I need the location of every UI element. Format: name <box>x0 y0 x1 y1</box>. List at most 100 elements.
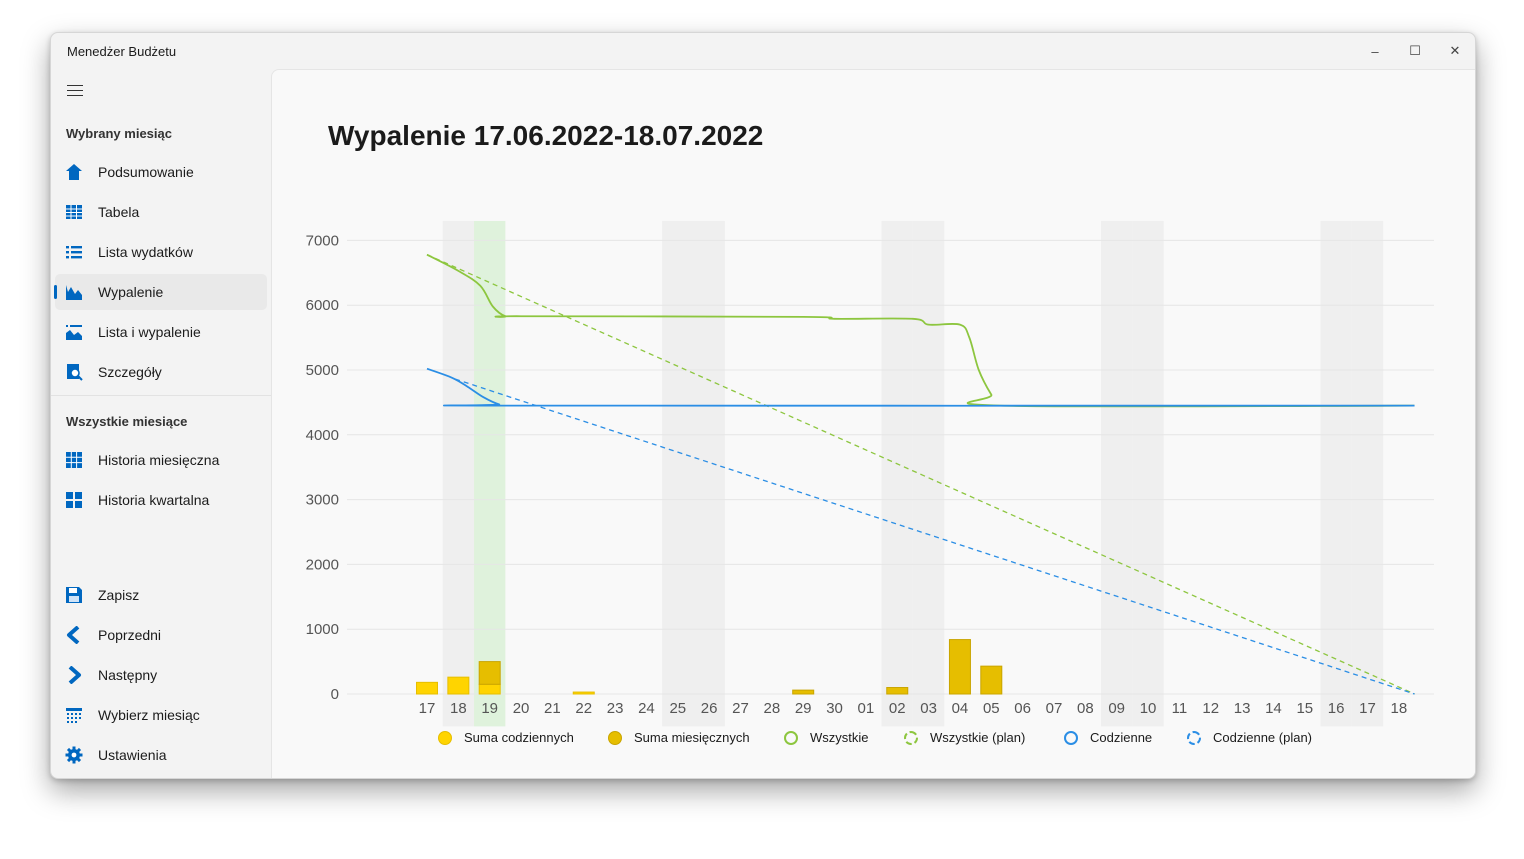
chevron-left-icon <box>65 626 83 644</box>
area-chart-icon <box>65 283 83 301</box>
nav-label: Poprzedni <box>98 627 161 643</box>
choose-month-button[interactable]: Wybierz miesiąc <box>55 697 267 733</box>
maximize-button[interactable]: ☐ <box>1395 37 1435 65</box>
bar-suma-miesiecznych <box>479 662 500 685</box>
bar-suma-codziennych <box>573 692 594 694</box>
nav-label: Wybierz miesiąc <box>98 707 200 723</box>
bar-suma-miesiecznych <box>793 690 814 694</box>
weekend-band <box>1320 221 1351 726</box>
x-tick-label: 21 <box>544 700 561 717</box>
y-tick-label: 7000 <box>306 232 339 249</box>
y-tick-label: 4000 <box>306 427 339 444</box>
app-window: Menedżer Budżetu – ☐ ✕ Wybrany miesiąc P… <box>50 32 1476 779</box>
legend-item-codzienne-plan[interactable]: Codzienne (plan) <box>1187 730 1312 745</box>
weekend-band <box>882 221 913 726</box>
nav-label: Historia kwartalna <box>98 492 209 508</box>
x-tick-label: 26 <box>701 700 718 717</box>
title-bar: Menedżer Budżetu – ☐ ✕ <box>51 33 1475 69</box>
weekend-band <box>1132 221 1163 726</box>
calendar-icon <box>65 706 83 724</box>
legend-item-suma-codziennych[interactable]: Suma codziennych <box>438 730 574 745</box>
chart-legend: Suma codziennych Suma miesięcznych Wszys… <box>272 730 1475 754</box>
app-title: Menedżer Budżetu <box>67 44 176 59</box>
nav-item-historia-miesieczna[interactable]: Historia miesięczna <box>55 442 267 478</box>
legend-item-suma-miesiecznych[interactable]: Suma miesięcznych <box>608 730 750 745</box>
x-tick-label: 07 <box>1046 700 1063 717</box>
legend-item-wszystkie[interactable]: Wszystkie <box>784 730 869 745</box>
x-tick-label: 08 <box>1077 700 1094 717</box>
legend-swatch <box>438 731 452 745</box>
details-icon <box>65 363 83 381</box>
nav-item-szczegoly[interactable]: Szczegóły <box>55 354 267 390</box>
x-tick-label: 24 <box>638 700 655 717</box>
hamburger-menu-icon[interactable] <box>67 85 83 99</box>
x-tick-label: 13 <box>1234 700 1251 717</box>
bar-suma-miesiecznych <box>887 688 908 694</box>
legend-item-codzienne[interactable]: Codzienne <box>1064 730 1152 745</box>
legend-swatch <box>904 731 918 745</box>
nav-label: Ustawienia <box>98 747 166 763</box>
x-tick-label: 11 <box>1172 700 1188 717</box>
legend-swatch <box>1064 731 1078 745</box>
nav-item-wypalenie[interactable]: Wypalenie <box>55 274 267 310</box>
x-tick-label: 18 <box>1391 700 1408 717</box>
minimize-button[interactable]: – <box>1355 37 1395 65</box>
section-all-months: Wszystkie miesiące <box>66 414 187 429</box>
x-tick-label: 18 <box>450 700 467 717</box>
nav-item-lista-i-wypalenie[interactable]: Lista i wypalenie <box>55 314 267 350</box>
legend-swatch <box>784 731 798 745</box>
x-tick-label: 12 <box>1202 700 1219 717</box>
next-button[interactable]: Następny <box>55 657 267 693</box>
close-button[interactable]: ✕ <box>1435 37 1475 65</box>
x-tick-label: 28 <box>764 700 781 717</box>
list-icon <box>65 243 83 261</box>
x-tick-label: 01 <box>858 700 875 717</box>
legend-label: Wszystkie <box>810 730 869 745</box>
y-tick-label: 2000 <box>306 556 339 573</box>
x-tick-label: 14 <box>1265 700 1282 717</box>
legend-label: Suma miesięcznych <box>634 730 750 745</box>
today-band <box>474 221 505 726</box>
bar-suma-miesiecznych <box>949 640 970 694</box>
sidebar: Wybrany miesiąc Podsumowanie Tabela List… <box>51 69 271 778</box>
nav-label: Szczegóły <box>98 364 162 380</box>
nav-label: Wypalenie <box>98 284 163 300</box>
burndown-chart: 0100020003000400050006000700017 18 19 20 21 2… <box>272 70 1475 730</box>
legend-item-wszystkie-plan[interactable]: Wszystkie (plan) <box>904 730 1025 745</box>
x-tick-label: 27 <box>732 700 749 717</box>
weekend-band <box>1352 221 1383 726</box>
grid-icon <box>65 451 83 469</box>
x-tick-label: 09 <box>1108 700 1125 717</box>
weekend-band <box>913 221 944 726</box>
nav-item-podsumowanie[interactable]: Podsumowanie <box>55 154 267 190</box>
list-chart-icon <box>65 323 83 341</box>
tiles-icon <box>65 491 83 509</box>
save-button[interactable]: Zapisz <box>55 577 267 613</box>
selection-indicator <box>54 285 57 299</box>
save-icon <box>65 586 83 604</box>
previous-button[interactable]: Poprzedni <box>55 617 267 653</box>
nav-label: Lista wydatków <box>98 244 193 260</box>
legend-swatch <box>608 731 622 745</box>
table-icon <box>65 203 83 221</box>
y-tick-label: 0 <box>331 686 339 703</box>
x-tick-label: 17 <box>1359 700 1376 717</box>
nav-label: Następny <box>98 667 157 683</box>
settings-button[interactable]: Ustawienia <box>55 737 267 773</box>
x-tick-label: 20 <box>513 700 530 717</box>
nav-item-lista-wydatkow[interactable]: Lista wydatków <box>55 234 267 270</box>
nav-item-historia-kwartalna[interactable]: Historia kwartalna <box>55 482 267 518</box>
bar-suma-codziennych <box>448 677 469 694</box>
y-tick-label: 6000 <box>306 297 339 314</box>
legend-swatch <box>1187 731 1201 745</box>
main-content: Wypalenie 17.06.2022-18.07.2022 0 1000 200… <box>271 69 1475 778</box>
section-selected-month: Wybrany miesiąc <box>66 126 172 141</box>
nav-label: Lista i wypalenie <box>98 324 201 340</box>
x-tick-label: 19 <box>481 700 498 717</box>
weekend-band <box>693 221 724 726</box>
x-tick-label: 22 <box>575 700 592 717</box>
x-tick-label: 04 <box>952 700 969 717</box>
x-tick-label: 25 <box>669 700 686 717</box>
bar-suma-codziennych <box>479 684 500 694</box>
nav-item-tabela[interactable]: Tabela <box>55 194 267 230</box>
